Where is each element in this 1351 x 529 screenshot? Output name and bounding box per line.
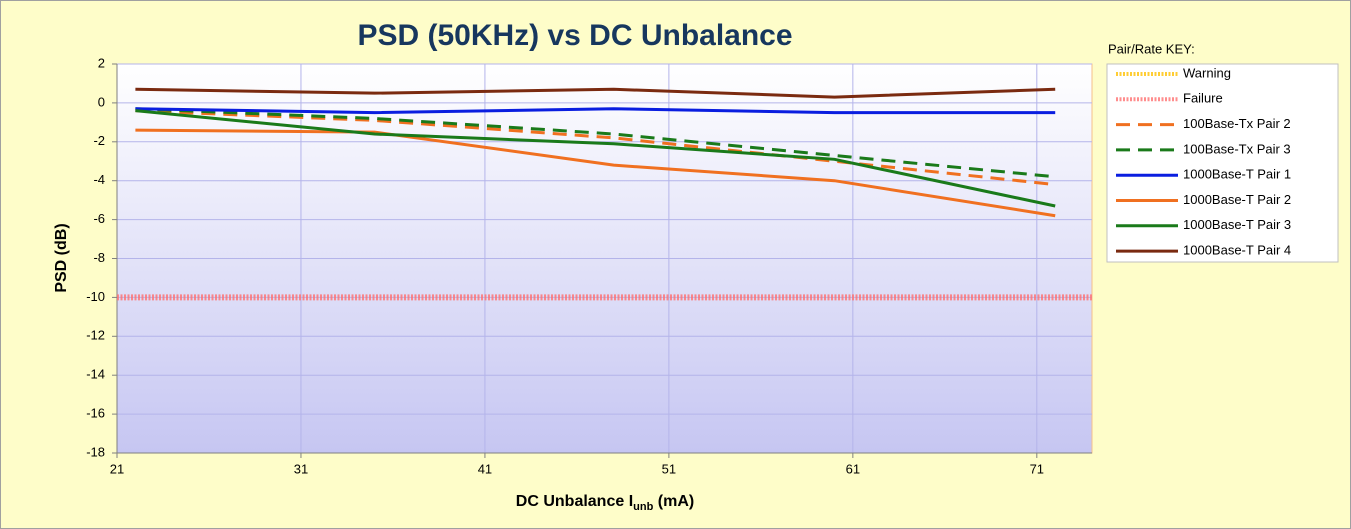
legend-label: 100Base-Tx Pair 3 <box>1183 141 1291 156</box>
series-line <box>135 109 1056 187</box>
legend-label: Failure <box>1183 91 1223 106</box>
y-tick-label: -16 <box>86 406 105 421</box>
legend-label: 1000Base-T Pair 1 <box>1183 167 1291 182</box>
y-tick-label: -6 <box>93 211 105 226</box>
x-label-suffix: (mA) <box>653 493 694 510</box>
legend-label: Warning <box>1183 65 1231 80</box>
x-tick-label: 41 <box>478 461 492 476</box>
y-tick-label: -8 <box>93 250 105 265</box>
y-tick-label: -4 <box>93 172 105 187</box>
y-tick-label: -12 <box>86 328 105 343</box>
x-tick-label: 51 <box>662 461 676 476</box>
x-axis-title: DC Unbalance Iunb (mA) <box>516 493 694 513</box>
y-tick-label: -14 <box>86 367 105 382</box>
series-line <box>135 107 1056 179</box>
legend-label: 1000Base-T Pair 4 <box>1183 243 1291 258</box>
chart-title: PSD (50KHz) vs DC Unbalance <box>357 19 792 52</box>
legend-label: 100Base-Tx Pair 2 <box>1183 116 1291 131</box>
legend-label: 1000Base-T Pair 3 <box>1183 217 1291 232</box>
series-line <box>135 107 1056 115</box>
legend-label: 1000Base-T Pair 2 <box>1183 192 1291 207</box>
x-label-sub: unb <box>633 501 653 513</box>
legend-title: Pair/Rate KEY: <box>1108 41 1195 56</box>
x-tick-label: 61 <box>846 461 860 476</box>
series-line <box>135 87 1056 99</box>
y-axis-title: PSD (dB) <box>53 223 70 292</box>
x-label: DC Unbalance I <box>516 493 633 510</box>
series-line <box>135 109 1056 208</box>
x-tick-label: 71 <box>1030 461 1044 476</box>
y-tick-label: 2 <box>98 55 105 70</box>
x-tick-label: 21 <box>110 461 124 476</box>
y-tick-label: -10 <box>86 289 105 304</box>
y-tick-label: 0 <box>98 94 105 109</box>
legend-box <box>1106 63 1339 263</box>
y-tick-label: -18 <box>86 444 105 459</box>
series-line <box>135 128 1056 218</box>
x-tick-label: 31 <box>294 461 308 476</box>
y-tick-label: -2 <box>93 133 105 148</box>
